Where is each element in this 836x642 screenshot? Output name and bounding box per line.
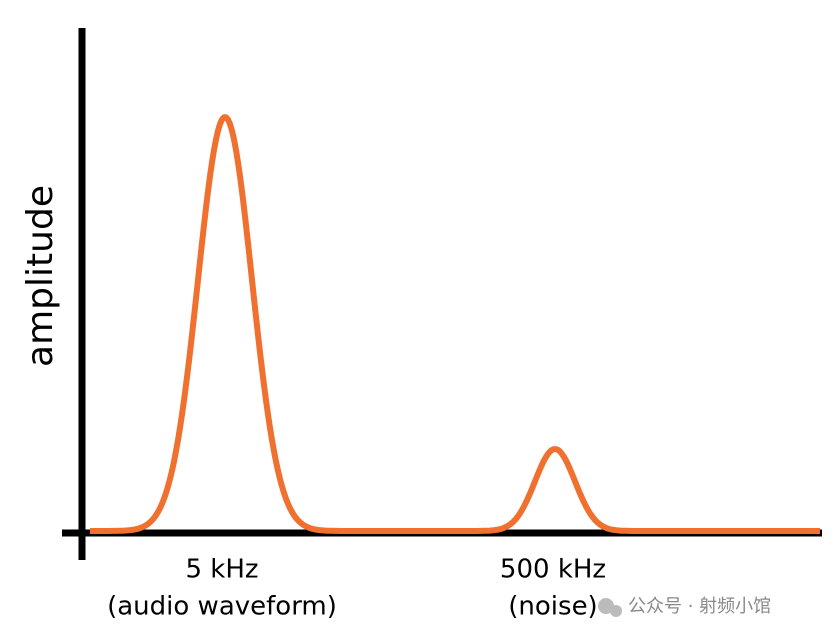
y-axis-label: amplitude	[20, 185, 61, 367]
watermark: 公众号 · 射频小馆	[628, 596, 771, 617]
peak-sublabel: (noise)	[508, 592, 597, 622]
peak-label: 500 kHz	[500, 555, 606, 585]
spectrum-curve	[89, 114, 821, 534]
peak-sublabel: (audio waveform)	[107, 592, 337, 622]
watermark-icon	[598, 598, 622, 617]
peak-label: 5 kHz	[185, 555, 258, 585]
